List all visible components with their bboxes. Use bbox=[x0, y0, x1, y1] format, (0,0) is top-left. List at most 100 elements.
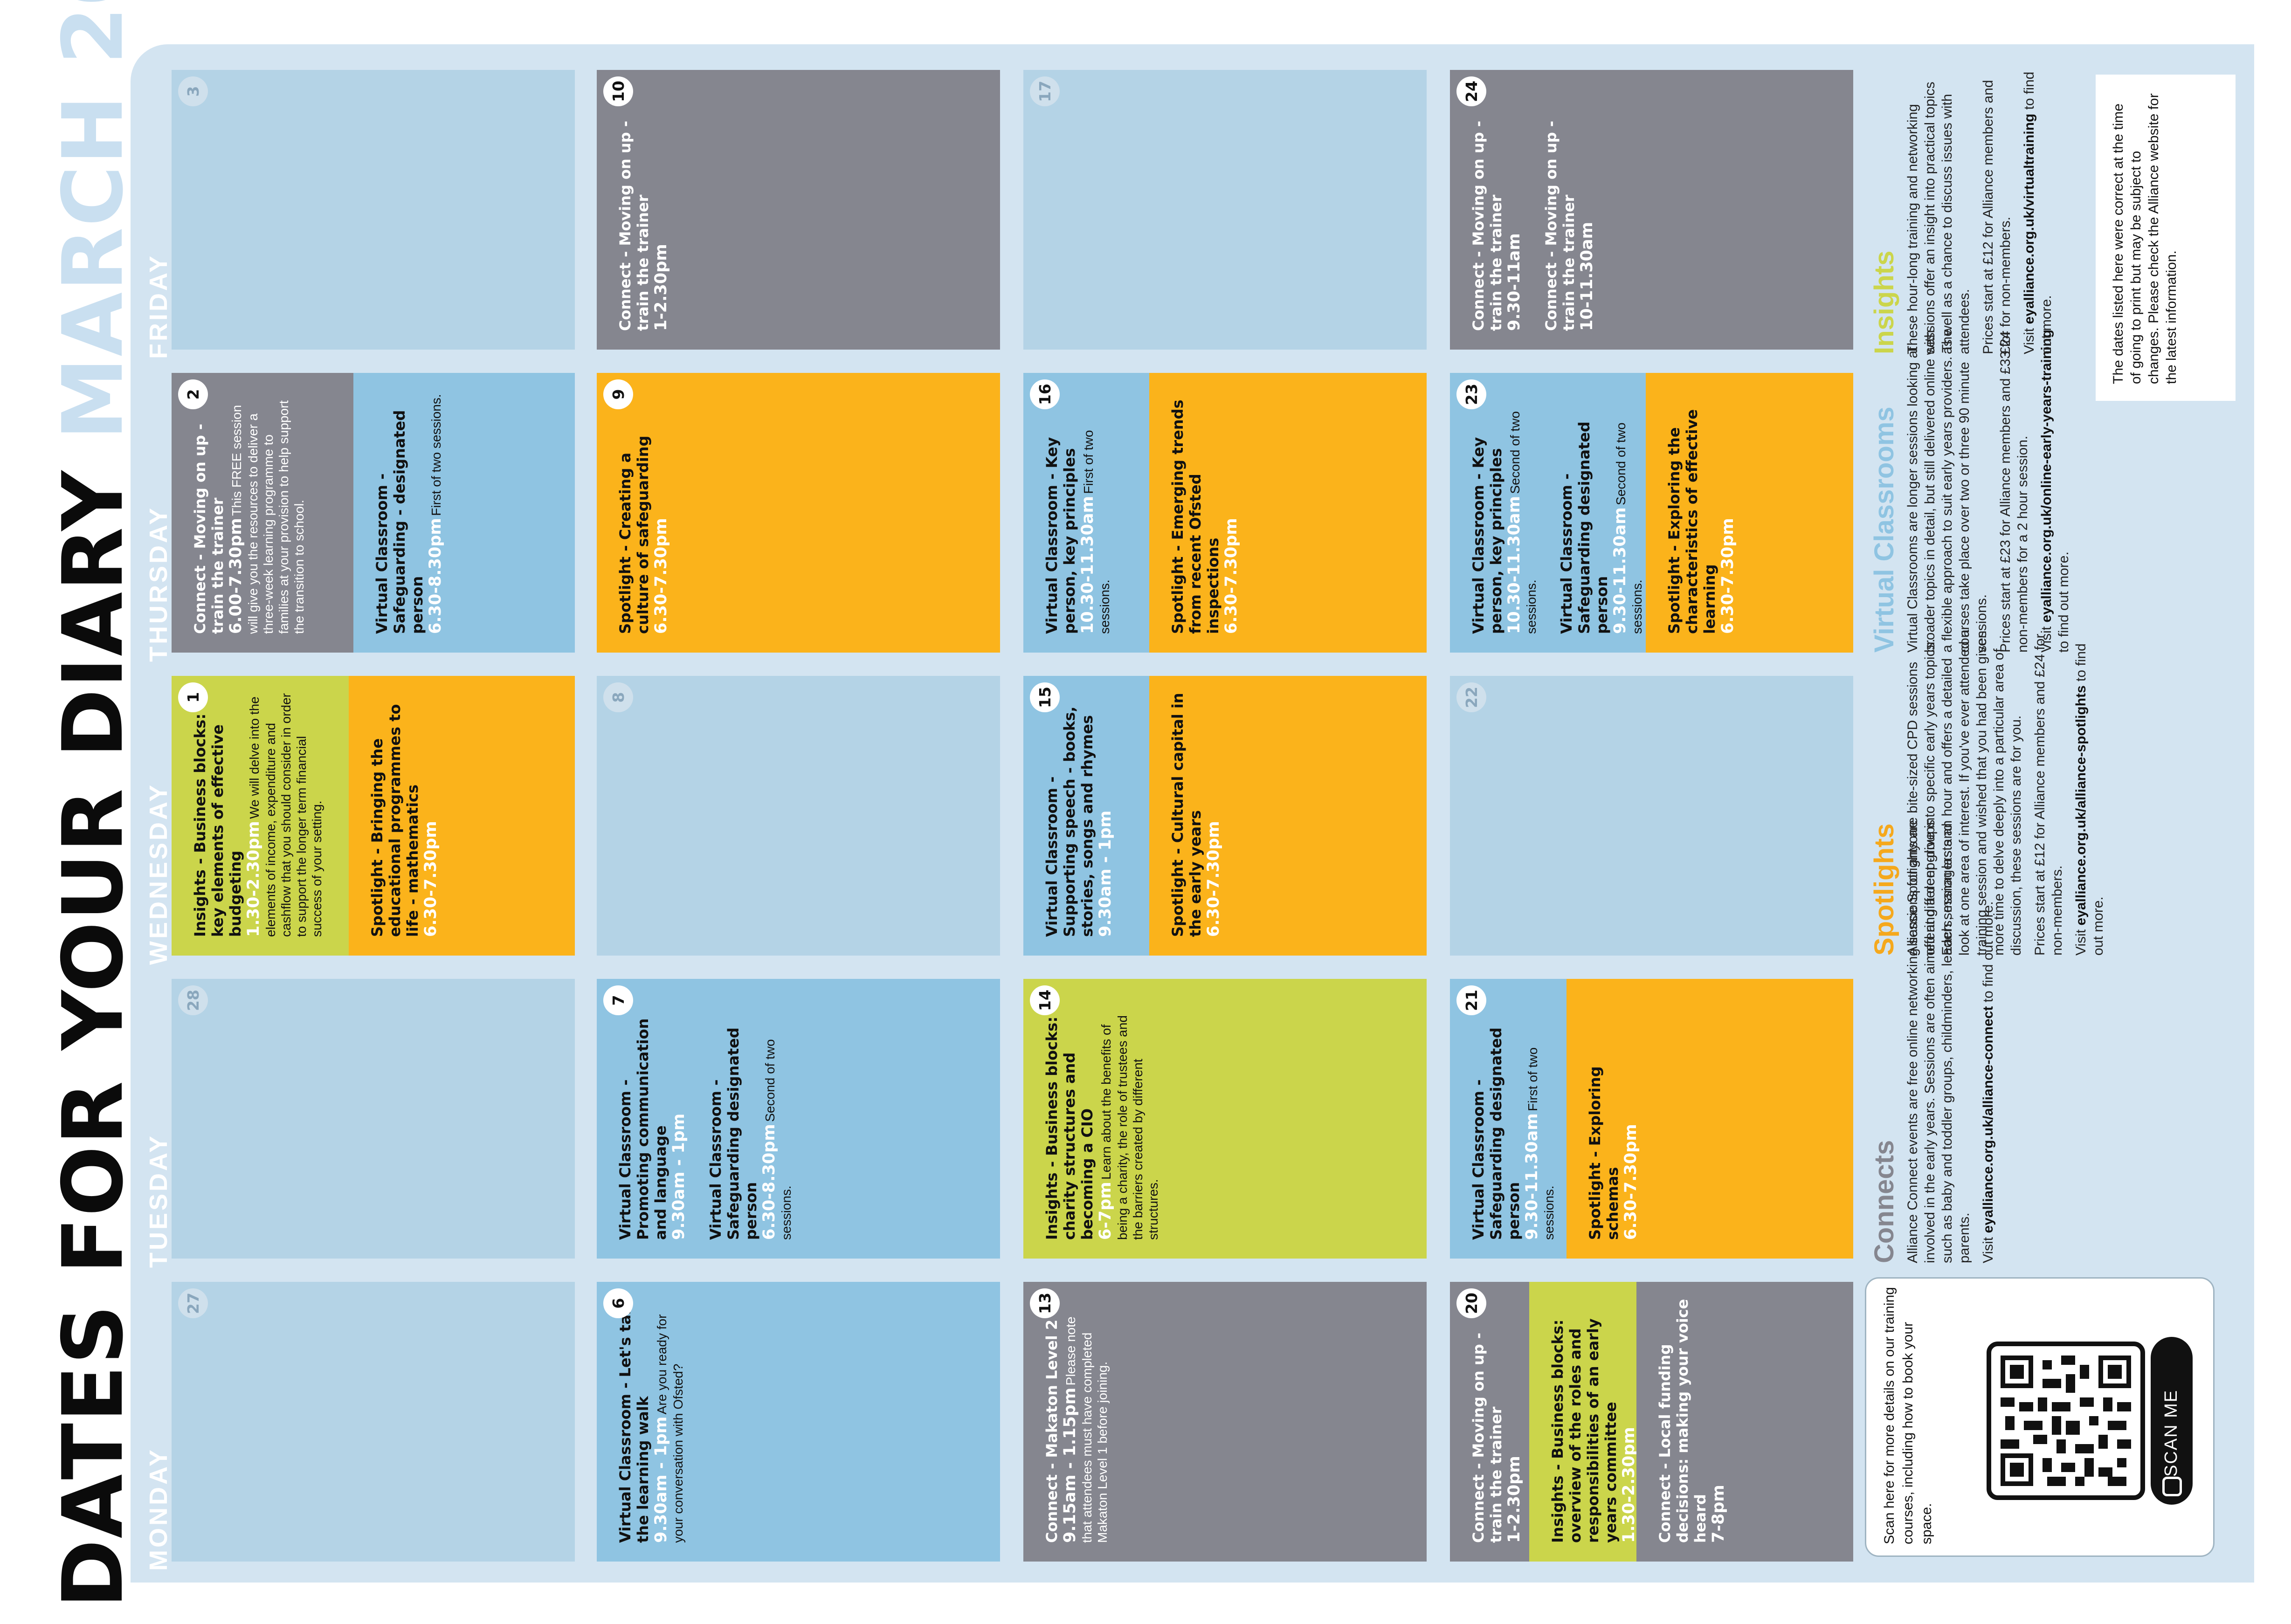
info-prices: Prices start at £12 for Alliance members… bbox=[2032, 633, 2065, 956]
event-time: 6.30-7.30pm bbox=[1622, 1124, 1640, 1240]
qr-code-icon bbox=[2001, 1356, 2131, 1486]
event-time: 1-2.30pm bbox=[1505, 1456, 1524, 1543]
day-cell-24: Connect - Moving on up - train the train… bbox=[1450, 70, 1853, 350]
day-cell-6: Virtual Classroom - Let's talk the learn… bbox=[597, 1282, 1000, 1562]
scan-me-label: SCAN ME bbox=[2161, 1389, 2181, 1477]
event: Connect - Moving on up - train the train… bbox=[1470, 86, 1524, 331]
scan-me-button[interactable]: SCAN ME bbox=[2151, 1337, 2193, 1505]
day-cell-23: Virtual Classroom - Key person, key prin… bbox=[1450, 373, 1853, 653]
event: Virtual Classroom - Key person, key prin… bbox=[1470, 389, 1539, 634]
qr-box: Scan here for more details on our traini… bbox=[1865, 1277, 2215, 1557]
info-link[interactable]: eyalliance.org.uk/online-early-years-tra… bbox=[2039, 329, 2054, 623]
event-time: 9.30-11.30am bbox=[1523, 1113, 1541, 1240]
event-title: Spotlight - Emerging trends from recent … bbox=[1169, 399, 1222, 634]
event-block-insights: Insights - Business blocks: overview of … bbox=[1529, 1282, 1636, 1562]
day-cell-22: 22 bbox=[1450, 676, 1853, 956]
date-number: 23 bbox=[1456, 379, 1486, 409]
day-cell-1: Insights - Business blocks: key elements… bbox=[172, 676, 575, 956]
date-number: 22 bbox=[1456, 682, 1486, 712]
event-time: 6.30-8.30pm bbox=[426, 518, 445, 634]
info-link[interactable]: eyalliance.org.uk/alliance-spotlights bbox=[2073, 685, 2089, 926]
date-number: 13 bbox=[1030, 1288, 1060, 1318]
day-cell-3: 3 bbox=[172, 70, 575, 350]
info-insights: Insights These hour-long training and ne… bbox=[1869, 65, 2062, 354]
date-number: 7 bbox=[603, 985, 633, 1015]
event: Insights - Business blocks: key elements… bbox=[191, 692, 324, 937]
day-cell-2: Connect - Moving on up - train the train… bbox=[172, 373, 575, 653]
day-cell-8: 8 bbox=[597, 676, 1000, 956]
event-time: 9.30-11.30am bbox=[1611, 507, 1629, 634]
event-time: 10.30-11.30am bbox=[1505, 495, 1524, 634]
event: Virtual Classroom - Key person, key prin… bbox=[1043, 389, 1112, 634]
event-title: Spotlight - Exploring the characteristic… bbox=[1665, 409, 1718, 634]
day-cell-28: 28 bbox=[172, 979, 575, 1259]
event: Virtual Classroom - Let's talk the learn… bbox=[616, 1298, 686, 1543]
event-time: 6.30-7.30pm bbox=[1718, 518, 1737, 634]
day-cell-21: Virtual Classroom - Safeguarding designa… bbox=[1450, 979, 1853, 1259]
event-block-virtual-classroom: Virtual Classroom - Key person, key prin… bbox=[1023, 373, 1149, 653]
event-time: 6.30-7.30pm bbox=[1222, 518, 1241, 634]
date-number: 2 bbox=[178, 379, 208, 409]
event: Spotlight - Exploring the characteristic… bbox=[1665, 389, 1737, 634]
event-title: Spotlight - Cultural capital in the earl… bbox=[1169, 693, 1204, 937]
event-title: Connect - Moving on up - train the train… bbox=[191, 423, 227, 634]
date-number: 14 bbox=[1030, 985, 1060, 1015]
event-time: 1-2.30pm bbox=[652, 244, 670, 331]
event-time: 6.30-7.30pm bbox=[1204, 821, 1223, 937]
info-link[interactable]: eyalliance.org.uk/virtualtraining bbox=[2022, 113, 2037, 324]
info-link[interactable]: eyalliance.org.uk/alliance-connect bbox=[1980, 1006, 1996, 1233]
info-spotlights: Spotlights Alliance Spotlights are bite-… bbox=[1869, 629, 2106, 956]
event-block-connect: Connect - Local funding decisions: makin… bbox=[1636, 1282, 1853, 1562]
date-number: 27 bbox=[178, 1288, 208, 1318]
event: Connect - Moving on up - train the train… bbox=[1542, 86, 1596, 331]
event: Connect - Moving on up - train the train… bbox=[191, 389, 307, 634]
event-title: Virtual Classroom - Let's talk the learn… bbox=[616, 1299, 652, 1543]
date-number: 1 bbox=[178, 682, 208, 712]
event-title: Virtual Classroom - Safeguarding - desig… bbox=[373, 410, 426, 634]
event-block-insights: Insights - Business blocks: key elements… bbox=[172, 676, 349, 956]
event-time: 9.30am - 1pm bbox=[652, 1416, 670, 1543]
date-number: 17 bbox=[1030, 76, 1060, 106]
day-cell-14: Insights - Business blocks: charity stru… bbox=[1023, 979, 1427, 1259]
event: Spotlight - Cultural capital in the earl… bbox=[1169, 692, 1223, 937]
event: Insights - Business blocks: overview of … bbox=[1549, 1298, 1636, 1543]
event: Virtual Classroom - Safeguarding designa… bbox=[707, 995, 794, 1240]
event: Spotlight - Exploring schemas 6.30-7.30p… bbox=[1586, 995, 1640, 1240]
day-cell-16: Virtual Classroom - Key person, key prin… bbox=[1023, 373, 1427, 653]
event-time: 6.30-8.30pm bbox=[760, 1124, 779, 1240]
date-number: 28 bbox=[178, 985, 208, 1015]
date-number: 24 bbox=[1456, 76, 1486, 106]
qr-text: Scan here for more details on our traini… bbox=[1882, 1287, 1934, 1544]
event: Connect - Local funding decisions: makin… bbox=[1656, 1298, 1728, 1543]
date-number: 20 bbox=[1456, 1288, 1486, 1318]
event-block-virtual-classroom: Virtual Classroom - Safeguarding designa… bbox=[1450, 979, 1566, 1259]
event-time: 6.30-7.30pm bbox=[652, 518, 670, 634]
day-cell-13: Connect - Makaton Level 2 9.15am - 1.15p… bbox=[1023, 1282, 1427, 1562]
info-virtual-classrooms: Virtual Classrooms Virtual Classrooms ar… bbox=[1869, 326, 2079, 653]
date-number: 10 bbox=[603, 76, 633, 106]
event-block-spotlight: Spotlight - Bringing the educational pro… bbox=[349, 676, 575, 956]
event-title: Virtual Classroom - Safeguarding designa… bbox=[707, 1027, 760, 1240]
event-time: 6-7pm bbox=[1096, 1182, 1115, 1240]
event-block-spotlight: Spotlight - Cultural capital in the earl… bbox=[1149, 676, 1427, 956]
event-title: Virtual Classroom - Safeguarding designa… bbox=[1558, 421, 1611, 634]
event: Virtual Classroom - Safeguarding - desig… bbox=[373, 389, 445, 634]
event-title: Spotlight - Creating a culture of safegu… bbox=[616, 435, 652, 634]
info-heading: Spotlights bbox=[1869, 823, 1899, 956]
event-title: Insights - Business blocks: overview of … bbox=[1549, 1318, 1620, 1543]
event: Spotlight - Creating a culture of safegu… bbox=[616, 389, 670, 634]
date-number: 8 bbox=[603, 682, 633, 712]
event-title: Connect - Moving on up - train the train… bbox=[1542, 120, 1578, 331]
event: Spotlight - Emerging trends from recent … bbox=[1169, 389, 1241, 634]
event-time: 9.15am - 1.15pm bbox=[1061, 1387, 1079, 1543]
event: Connect - Moving on up - train the train… bbox=[1470, 1298, 1524, 1543]
event-title: Virtual Classroom - Key person, key prin… bbox=[1043, 437, 1078, 634]
event-time: 10.30-11.30am bbox=[1078, 495, 1097, 634]
qr-code[interactable] bbox=[1987, 1342, 2145, 1500]
day-cell-17: 17 bbox=[1023, 70, 1427, 350]
event-time: 7-8pm bbox=[1709, 1485, 1728, 1543]
event-time: 9.30am - 1pm bbox=[1096, 810, 1115, 937]
day-cell-7: Virtual Classroom - Promoting communicat… bbox=[597, 979, 1000, 1259]
event: Virtual Classroom - Safeguarding designa… bbox=[1558, 389, 1645, 634]
title-month: MARCH 2023 bbox=[45, 0, 141, 440]
